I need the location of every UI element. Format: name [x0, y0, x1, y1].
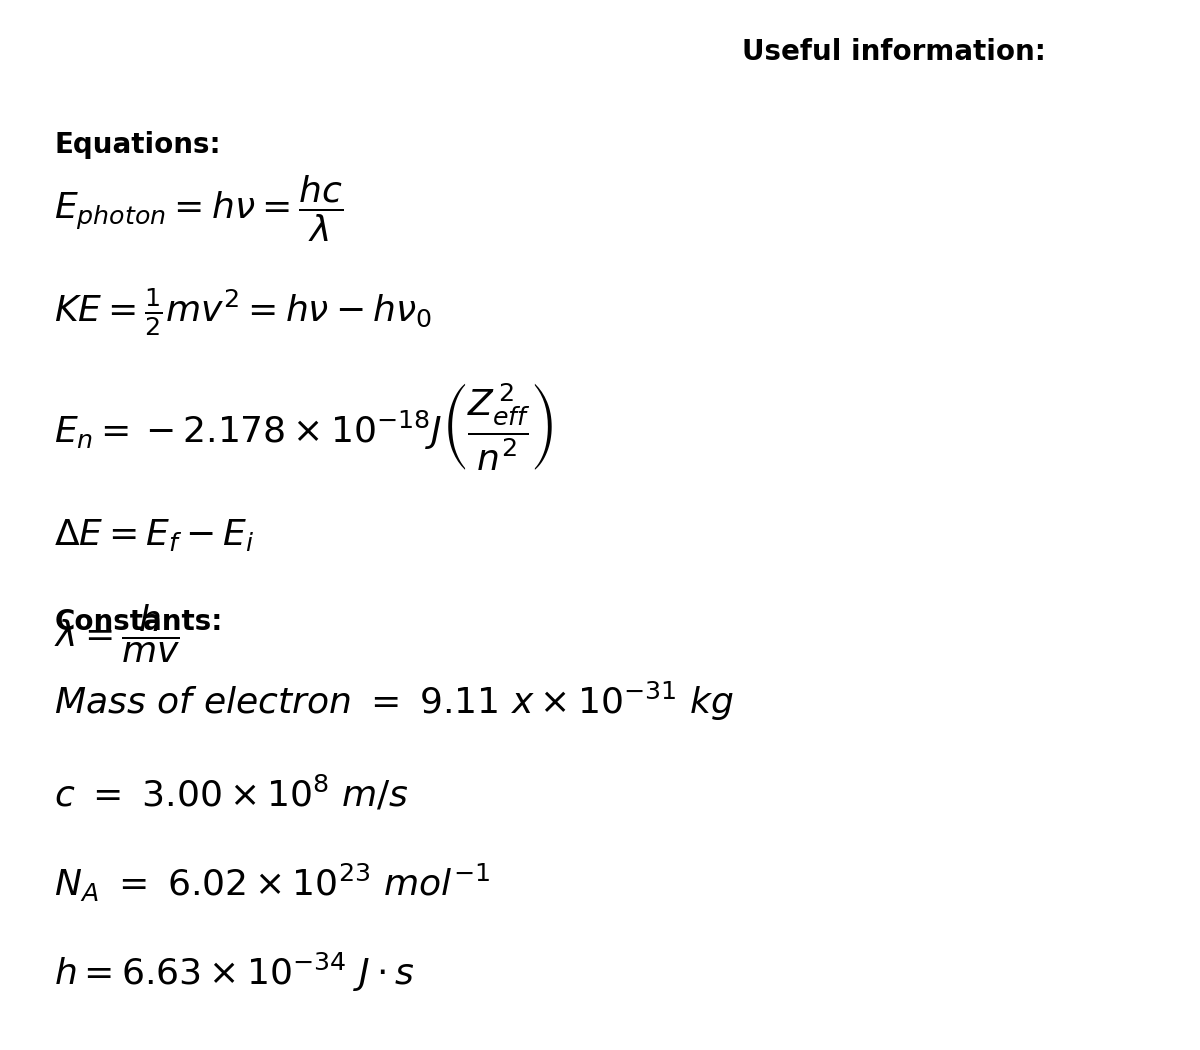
Text: $\lambda = \dfrac{h}{mv}$: $\lambda = \dfrac{h}{mv}$: [54, 603, 181, 665]
Text: $\Delta E = E_f - E_i$: $\Delta E = E_f - E_i$: [54, 518, 256, 553]
Text: Useful information:: Useful information:: [743, 38, 1046, 66]
Text: $\mathit{Mass\ of\ electron}\ =\ 9.11\ x \times 10^{-31}\ kg$: $\mathit{Mass\ of\ electron}\ =\ 9.11\ x…: [54, 679, 734, 722]
Text: $c\ =\ 3.00 \times 10^{8}\ m/s$: $c\ =\ 3.00 \times 10^{8}\ m/s$: [54, 775, 409, 814]
Text: Constants:: Constants:: [54, 608, 223, 636]
Text: $E_{photon} = h\nu = \dfrac{hc}{\lambda}$: $E_{photon} = h\nu = \dfrac{hc}{\lambda}…: [54, 174, 343, 245]
Text: $h = 6.63 \times 10^{-34}\ J \cdot s$: $h = 6.63 \times 10^{-34}\ J \cdot s$: [54, 951, 415, 994]
Text: $KE = \frac{1}{2}mv^2 = h\nu - h\nu_0$: $KE = \frac{1}{2}mv^2 = h\nu - h\nu_0$: [54, 287, 432, 338]
Text: $N_A\ =\ 6.02 \times 10^{23}\ mol^{-1}$: $N_A\ =\ 6.02 \times 10^{23}\ mol^{-1}$: [54, 861, 491, 904]
Text: Equations:: Equations:: [54, 131, 221, 160]
Text: $E_n = -2.178 \times 10^{-18}J\left(\dfrac{Z_{eff}^{\,2}}{n^2}\right)$: $E_n = -2.178 \times 10^{-18}J\left(\dfr…: [54, 381, 553, 472]
